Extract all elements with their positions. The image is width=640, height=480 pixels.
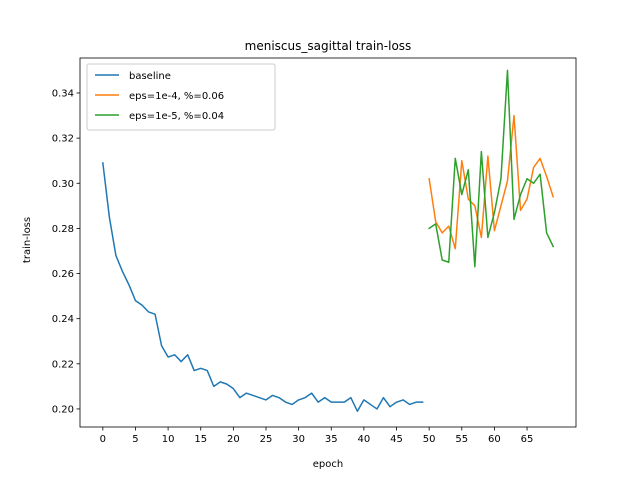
y-tick-label: 0.20	[52, 404, 74, 415]
y-tick-label: 0.26	[52, 269, 74, 280]
legend-label-1: baseline	[129, 71, 171, 82]
x-tick-label: 55	[455, 434, 468, 445]
x-tick-label: 40	[358, 434, 371, 445]
x-tick-label: 60	[488, 434, 501, 445]
x-tick-label: 20	[227, 434, 240, 445]
legend-box	[86, 63, 276, 131]
chart-title: meniscus_sagittal train-loss	[245, 39, 412, 53]
x-tick-label: 15	[194, 434, 207, 445]
y-tick-label: 0.34	[52, 88, 74, 99]
x-tick-label: 25	[260, 434, 273, 445]
series-line-3	[428, 69, 555, 268]
x-tick-label: 45	[390, 434, 403, 445]
x-tick-label: 35	[325, 434, 338, 445]
y-axis-label: train-loss	[22, 217, 33, 263]
series-line-2	[428, 114, 555, 250]
legend: baseline eps=1e-4, %=0.06 eps=1e-5, %=0.04	[86, 63, 276, 131]
y-tick-label: 0.28	[52, 224, 74, 235]
x-axis-label: epoch	[313, 459, 343, 470]
legend-label-3: eps=1e-5, %=0.04	[129, 111, 224, 122]
y-tick-label: 0.24	[52, 314, 74, 325]
x-tick-label: 65	[521, 434, 534, 445]
x-tick-label: 5	[132, 434, 138, 445]
x-tick-label: 10	[162, 434, 175, 445]
x-tick-label: 50	[423, 434, 436, 445]
series-line-1	[102, 162, 424, 412]
y-tick-label: 0.30	[52, 179, 74, 190]
x-tick-label: 30	[292, 434, 305, 445]
axes-frame	[79, 57, 577, 428]
y-tick-label: 0.32	[52, 134, 74, 145]
legend-label-2: eps=1e-4, %=0.06	[129, 91, 224, 102]
axes-layer: 0 5 10 15 20 25 30 35 40 45 50 55 60 65 0.20 0.22 0.24 0.…	[52, 57, 577, 445]
y-tick-label: 0.22	[52, 359, 74, 370]
x-tick-label: 0	[100, 434, 106, 445]
series-layer	[102, 69, 555, 412]
